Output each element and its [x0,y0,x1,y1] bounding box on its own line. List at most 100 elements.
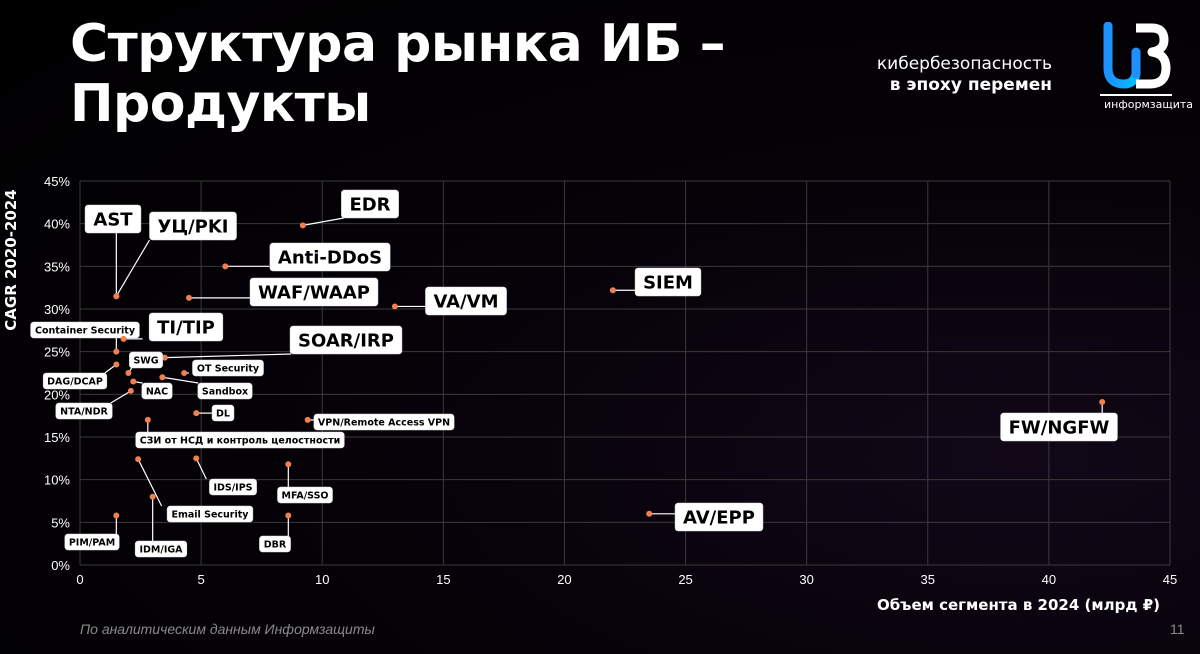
x-tick-label: 25 [678,572,692,587]
leader-line [137,458,163,507]
point-label-box [149,211,237,241]
x-tick-label: 40 [1042,572,1056,587]
y-tick-label: 40% [44,217,70,232]
scatter-point [193,455,200,462]
point-label: FW/NGFW [1009,418,1110,439]
data-point-group: AST [84,204,142,300]
point-label-box [249,277,379,307]
data-point-group: VA/VM [391,286,507,316]
data-point-group: TI/TIP [120,312,224,342]
scatter-point [120,335,127,342]
data-point-group: SOAR/IRP [161,325,403,361]
point-label-box [84,204,142,234]
data-point-group: УЦ/PKI [113,211,237,300]
data-point-group: SIEM [609,267,702,297]
data-point-group: MFA/SSO [277,461,333,504]
point-label: СЗИ от НСД и контроль целостности [140,436,341,447]
point-label-box [341,189,399,219]
data-point-group: DL [193,404,235,422]
chart-points: EDR AST УЦ/PKI Anti-DDoS WAF/WAAP VA/VM SIEM Co… [30,189,1118,558]
x-tick-label: 35 [921,572,935,587]
leader-line [302,217,344,226]
y-tick-label: 30% [44,302,70,317]
data-point-group: SWG [125,351,163,376]
point-label: Anti-DDoS [278,248,382,269]
slide-title: Структура рынка ИБ – Продукты [70,14,726,134]
y-tick-label: 15% [44,430,70,445]
logo-text: информзащита [1104,98,1194,111]
point-label: УЦ/PKI [158,217,229,238]
scatter-point [304,416,311,423]
leader-line [195,458,207,480]
point-label-box [42,372,108,390]
scatter-point [186,294,192,301]
point-label: VPN/Remote Access VPN [318,418,450,429]
y-tick-label: 45% [44,174,70,189]
y-tick-label: 5% [51,515,70,530]
data-point-group: Sandbox [159,374,253,400]
leader-line [162,376,199,384]
data-point-group: Anti-DDoS [222,242,391,272]
point-label-box [289,325,403,355]
scatter-point [222,263,229,270]
point-label: SWG [133,356,158,367]
point-label: IDS/IPS [213,483,252,494]
data-point-group: DBR [259,512,292,553]
point-label: NTA/NDR [60,407,108,418]
x-tick-label: 30 [799,572,813,587]
point-label-box [259,535,291,553]
point-label-box [166,505,254,523]
x-tick-label: 45 [1163,572,1177,587]
point-label: WAF/WAAP [258,283,370,304]
point-label-box [1000,412,1118,442]
scatter-point [113,293,120,300]
scatter-point [113,361,120,368]
scatter-point [285,512,292,519]
point-label-box [209,478,257,496]
point-label: AST [93,210,133,231]
scatter-point [135,456,142,463]
scatter-point [1099,399,1106,406]
data-point-group: VPN/Remote Access VPN [304,413,455,431]
point-label-box [135,431,345,449]
data-point-group: EDR [299,189,399,229]
point-label-box [674,502,764,532]
point-label: Container Security [35,326,136,337]
data-point-group: FW/NGFW [1000,399,1118,442]
page-number: 11 [1170,621,1185,637]
point-label: DL [216,409,230,420]
point-label-box [30,321,140,339]
point-label-box [211,404,235,422]
x-tick-label: 10 [315,572,329,587]
point-label: OT Security [197,364,260,375]
point-label-box [313,413,455,431]
scatter-point [125,370,132,376]
point-label: DBR [264,540,287,551]
point-label: Email Security [172,510,250,521]
point-label: MFA/SSO [281,491,328,502]
scatter-point [149,493,156,500]
data-point-group: OT Security [181,359,264,377]
point-label: DAG/DCAP [47,377,103,388]
y-tick-label: 20% [44,387,70,402]
scatter-point [193,410,200,417]
scatter-point [609,287,616,294]
point-label: NAC [146,387,168,398]
point-label: Sandbox [202,387,248,398]
point-label: TI/TIP [157,318,215,339]
scatter-point [285,461,292,468]
point-label-box [134,540,188,558]
scatter-point [113,348,120,355]
y-tick-label: 0% [51,558,70,573]
data-point-group: AV/EPP [646,502,764,532]
data-point-group: СЗИ от НСД и контроль целостности [135,416,345,449]
tagline-line-2: в эпоху перемен [889,75,1052,95]
tagline-line-1: кибербезопасность [876,54,1052,74]
data-point-group: IDM/IGA [134,493,188,558]
point-label: SOAR/IRP [298,331,394,352]
data-point-group: NAC [130,378,173,400]
point-label: EDR [349,195,390,216]
point-label-box [277,486,333,504]
scatter-point [144,416,151,423]
